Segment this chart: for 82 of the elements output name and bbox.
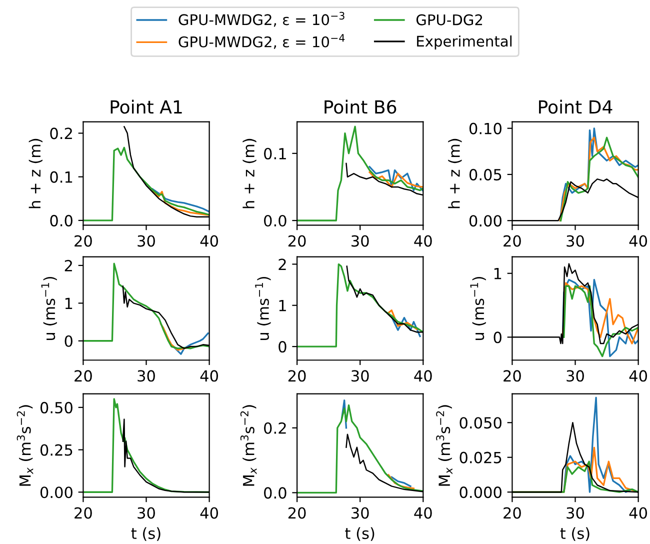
x-tick-label: 20 — [74, 370, 92, 382]
x-tick-label: 30 — [566, 235, 584, 247]
legend-label: Experimental — [417, 35, 512, 50]
x-tick-label: 40 — [629, 370, 648, 382]
y-tick-label: 0.050 — [460, 417, 502, 429]
chart-title: Point B6 — [324, 100, 396, 114]
y-tick-label: 0.000 — [460, 486, 502, 498]
x-tick-label: 40 — [414, 370, 432, 382]
line-series — [297, 263, 424, 348]
line-series — [297, 404, 424, 494]
y-tick-label: 0.025 — [460, 452, 502, 464]
x-tick-label: 20 — [504, 235, 521, 247]
y-axis-title: M$_{x}$ (m$^{3}$s$^{−2}$) — [16, 405, 34, 486]
x-tick-label: 40 — [200, 370, 218, 382]
x-axis-title: t (s) — [131, 527, 160, 541]
x-tick-label: 40 — [629, 235, 648, 247]
x-tick-label: 30 — [566, 507, 584, 519]
line-series — [368, 171, 424, 188]
y-tick-label: 0.00 — [469, 215, 502, 227]
line-series — [160, 323, 192, 351]
x-tick-label: 40 — [414, 507, 432, 519]
x-axis-title: t (s) — [345, 527, 374, 541]
line-series — [83, 262, 210, 350]
x-tick-label: 30 — [352, 507, 369, 519]
x-tick-label: 40 — [629, 507, 648, 519]
line-series — [512, 460, 638, 493]
y-tick-label: 0 — [278, 341, 286, 353]
y-tick-label: 0.2 — [264, 422, 286, 434]
y-axis-title: h + z (m) — [448, 138, 462, 208]
y-tick-label: 0.1 — [50, 171, 72, 183]
line-series — [368, 166, 424, 192]
y-tick-label: 2 — [278, 258, 286, 270]
x-tick-label: 20 — [288, 507, 306, 519]
y-tick-label: 1 — [279, 300, 286, 312]
x-tick-label: 30 — [566, 370, 584, 382]
y-tick-label: 0.10 — [469, 122, 502, 134]
line-series — [83, 146, 210, 222]
y-tick-label: 0 — [494, 332, 502, 344]
legend-label: GPU-DG2 — [416, 14, 482, 26]
x-axis-title: t (s) — [560, 527, 590, 541]
line-series — [388, 474, 415, 490]
legend-label: GPU-MWDG2, ε = 10$^{−4}$ — [178, 34, 345, 49]
chart-title: Point A1 — [110, 100, 182, 114]
y-tick-label: 0 — [64, 335, 72, 347]
y-tick-label: 2 — [64, 260, 72, 272]
x-tick-label: 20 — [74, 507, 92, 519]
line-series — [390, 316, 421, 338]
x-tick-label: 30 — [352, 235, 369, 247]
y-tick-label: 1 — [494, 268, 502, 280]
y-tick-label: 0.0 — [264, 487, 286, 499]
line-series — [388, 309, 418, 330]
x-tick-label: 40 — [200, 235, 218, 247]
x-tick-label: 30 — [138, 370, 155, 382]
y-axis-title: u (ms$^{−1}$) — [41, 276, 57, 340]
y-axis-title: u (ms$^{−1}$) — [255, 276, 271, 340]
x-tick-label: 30 — [352, 370, 369, 382]
y-tick-label: 0.50 — [40, 402, 72, 414]
y-tick-label: 0.25 — [40, 444, 72, 456]
legend-label: GPU-MWDG2, ε = 10$^{−3}$ — [178, 12, 344, 27]
x-tick-label: 30 — [138, 235, 155, 247]
y-tick-label: 0.0 — [264, 214, 286, 227]
y-tick-label: 0.2 — [50, 128, 72, 140]
line-series — [297, 126, 424, 222]
x-tick-label: 20 — [288, 235, 306, 247]
y-axis-title: u (ms$^{−1}$) — [470, 276, 486, 340]
x-tick-label: 20 — [74, 235, 92, 247]
y-tick-label: 0.00 — [40, 486, 72, 498]
y-tick-label: 0.05 — [469, 168, 502, 180]
y-axis-title: h + z (m) — [242, 138, 256, 208]
x-tick-label: 30 — [138, 507, 155, 519]
x-tick-label: 20 — [504, 507, 521, 519]
y-axis-title: h + z (m) — [28, 138, 42, 208]
y-tick-label: 0.0 — [50, 214, 72, 226]
y-tick-label: 1 — [65, 298, 72, 309]
x-tick-label: 40 — [200, 507, 218, 519]
y-axis-title: M$_{x}$ (m$^{3}$s$^{−2}$) — [436, 405, 452, 486]
y-axis-title: M$_{x}$ (m$^{3}$s$^{−2}$) — [240, 405, 257, 486]
y-tick-label: 0.1 — [264, 148, 286, 160]
x-tick-label: 20 — [288, 370, 306, 382]
x-tick-label: 20 — [504, 370, 521, 382]
x-tick-label: 40 — [414, 235, 432, 247]
chart-title: Point D4 — [539, 100, 612, 114]
